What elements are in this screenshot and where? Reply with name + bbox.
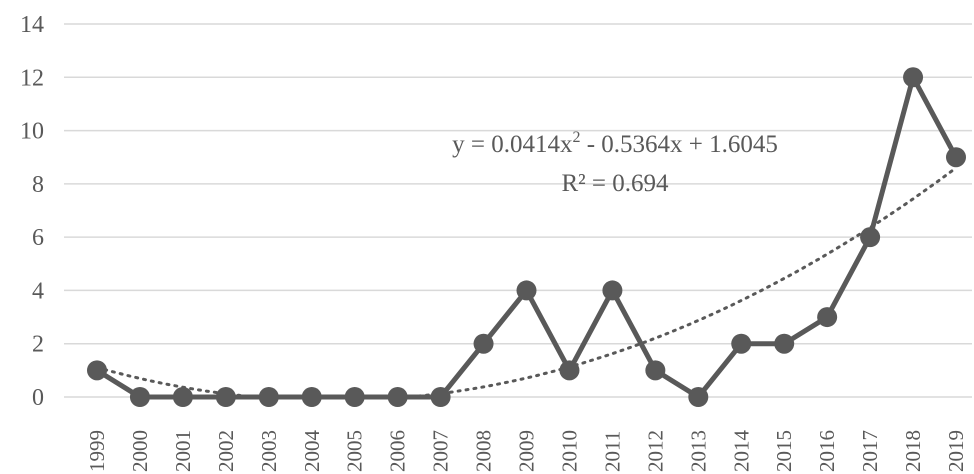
x-tick-label-2019: 2019 bbox=[944, 430, 968, 472]
y-tick-label-2: 2 bbox=[32, 332, 44, 358]
data-point-2011 bbox=[602, 280, 623, 301]
data-point-2000 bbox=[129, 387, 150, 407]
x-tick-label-2004: 2004 bbox=[300, 430, 324, 473]
y-tick-label-12: 12 bbox=[20, 65, 44, 91]
x-tick-label-2000: 2000 bbox=[128, 430, 152, 472]
x-tick-label-2016: 2016 bbox=[815, 430, 839, 472]
x-tick-label-2015: 2015 bbox=[772, 430, 796, 472]
x-tick-label-2001: 2001 bbox=[171, 430, 195, 472]
x-tick-label-2011: 2011 bbox=[600, 431, 624, 472]
x-tick-label-2017: 2017 bbox=[858, 430, 882, 472]
x-tick-label-2009: 2009 bbox=[515, 430, 539, 472]
trendline-segment-1 bbox=[409, 166, 958, 399]
x-tick-label-2005: 2005 bbox=[343, 430, 367, 472]
data-point-2006 bbox=[387, 387, 408, 407]
y-tick-label-14: 14 bbox=[20, 12, 44, 38]
x-tick-label-2010: 2010 bbox=[557, 430, 581, 472]
data-point-2008 bbox=[473, 333, 494, 354]
data-point-2009 bbox=[516, 280, 537, 301]
data-point-2003 bbox=[258, 387, 279, 407]
data-point-2005 bbox=[344, 387, 365, 407]
data-point-2015 bbox=[774, 333, 795, 354]
trendline-equation-prefix: y = 0.0414x bbox=[452, 131, 573, 158]
y-tick-label-6: 6 bbox=[32, 225, 44, 251]
x-tick-label-2006: 2006 bbox=[386, 430, 410, 472]
data-point-2013 bbox=[688, 387, 709, 407]
y-tick-label-4: 4 bbox=[32, 278, 44, 304]
y-tick-label-10: 10 bbox=[20, 119, 44, 145]
data-point-2017 bbox=[860, 227, 881, 248]
trendline-segment-0 bbox=[95, 365, 254, 399]
grid bbox=[64, 23, 972, 398]
x-tick-label-2007: 2007 bbox=[429, 430, 453, 472]
x-tick-label-1999: 1999 bbox=[85, 430, 109, 472]
data-point-1999 bbox=[87, 360, 107, 381]
x-tick-label-2003: 2003 bbox=[257, 430, 281, 472]
x-tick-label-2018: 2018 bbox=[901, 430, 925, 472]
x-axis-tick-labels: 1999 2000 2001 2002 2003 2004 2005 2006 2007 2008… bbox=[85, 430, 968, 473]
data-point-2014 bbox=[731, 333, 752, 354]
data-point-2019 bbox=[946, 147, 966, 168]
y-tick-label-0: 0 bbox=[32, 385, 44, 411]
data-point-2016 bbox=[817, 307, 838, 328]
series bbox=[87, 67, 966, 407]
trendline-equation: y = 0.0414x2 - 0.5364x + 1.6045 bbox=[452, 129, 778, 158]
data-point-2001 bbox=[172, 387, 193, 407]
trendline-equation-exponent: 2 bbox=[572, 129, 580, 146]
y-tick-label-8: 8 bbox=[32, 172, 44, 198]
x-tick-label-2013: 2013 bbox=[686, 430, 710, 472]
trendline-equation-suffix: - 0.5364x + 1.6045 bbox=[580, 131, 777, 158]
x-tick-label-2014: 2014 bbox=[729, 430, 753, 473]
data-point-2012 bbox=[645, 360, 666, 381]
x-tick-label-2008: 2008 bbox=[472, 430, 496, 472]
data-point-2002 bbox=[215, 387, 236, 407]
x-tick-label-2012: 2012 bbox=[643, 430, 667, 472]
y-axis-tick-labels: 0 2 4 6 8 10 12 14 bbox=[20, 12, 44, 411]
data-point-2007 bbox=[430, 387, 451, 407]
data-point-2004 bbox=[301, 387, 322, 407]
data-point-2010 bbox=[559, 360, 580, 381]
data-point-2018 bbox=[903, 67, 924, 88]
x-tick-label-2002: 2002 bbox=[214, 430, 238, 472]
trendline-r-squared: R² = 0.694 bbox=[561, 170, 669, 197]
